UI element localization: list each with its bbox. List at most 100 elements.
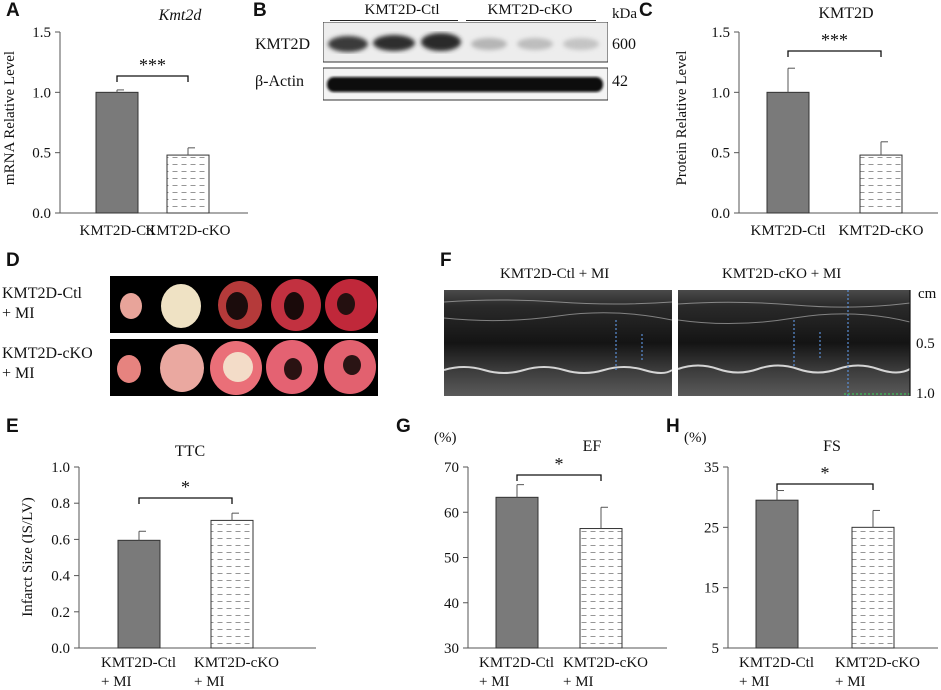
significance-bracket-a: [116, 75, 189, 82]
y-tick-label-c: 1.5: [711, 25, 730, 41]
panel-letter-f: F: [440, 250, 452, 271]
ttc-row-cko-line2: + MI: [2, 365, 35, 382]
y-axis-title-c: Protein Relative Level: [674, 51, 690, 186]
y-tick-label-e: 0.8: [51, 496, 70, 512]
echo-scale-0-5: 0.5: [916, 336, 935, 352]
chart-title-e: TTC: [175, 443, 205, 460]
y-axis-title-e: Infarct Size (IS/LV): [20, 497, 36, 616]
echo-label-ctl: KMT2D-Ctl + MI: [500, 266, 610, 282]
blot-group-ctl: KMT2D-Ctl: [364, 2, 440, 18]
bar-cko-h: [851, 526, 895, 649]
x-category-label-line2-e: + MI: [101, 674, 132, 690]
chart-a-mrna: 0.0 0.5 1.0 1.5 *** Kmt2d mRNA Relative Level K…: [2, 7, 248, 239]
y-tick-label-g: 50: [444, 551, 459, 567]
significance-stars-g: *: [555, 454, 564, 474]
chart-title-g: EF: [583, 438, 602, 455]
x-category-label-line2-h: + MI: [835, 674, 866, 690]
blot-row-label-kmt2d: KMT2D: [255, 36, 311, 53]
significance-stars-e: *: [181, 477, 190, 497]
significance-stars-c: ***: [821, 30, 848, 50]
chart-c-protein: 0.0 0.5 1.0 1.5 *** KMT2D Protein Relative Lev…: [674, 5, 938, 239]
x-category-label-line2-g: + MI: [479, 674, 510, 690]
x-category-label-h: KMT2D-cKO: [835, 655, 920, 671]
bar-cko-a: [166, 154, 210, 214]
ttc-row-ctl-line2: + MI: [2, 305, 35, 322]
y-tick-label-h: 35: [704, 460, 719, 476]
blot-kda-600: 600: [612, 36, 636, 53]
significance-bracket-g: [516, 474, 602, 481]
x-category-label-line2-e: + MI: [194, 674, 225, 690]
y-tick-label-g: 40: [444, 596, 459, 612]
bar-cko-c: [859, 154, 903, 214]
panel-letter-h: H: [666, 416, 680, 437]
bar-ctl-e: [117, 539, 161, 649]
y-axis-unit-g: (%): [434, 430, 457, 446]
chart-title-c: KMT2D: [818, 5, 873, 22]
western-blot-panel: KMT2D-Ctl KMT2D-cKO kDa KMT2D β-Actin 60…: [250, 0, 650, 110]
blot-row-label-actin: β-Actin: [255, 73, 305, 90]
panel-letter-e: E: [6, 416, 19, 437]
blot-kda-unit: kDa: [612, 6, 637, 22]
bar-cko-e: [210, 519, 254, 649]
panel-letter-g: G: [396, 416, 411, 437]
significance-stars-a: ***: [139, 55, 166, 75]
significance-bracket-h: [776, 483, 874, 490]
blot-group-cko: KMT2D-cKO: [487, 2, 573, 18]
x-category-label-a: KMT2D-Ctl: [80, 223, 155, 239]
y-tick-label-g: 70: [444, 460, 459, 476]
y-axis-unit-h: (%): [684, 430, 707, 446]
ttc-row-ctl-line1: KMT2D-Ctl: [2, 285, 82, 302]
x-category-label-c: KMT2D-Ctl: [751, 223, 826, 239]
y-tick-label-g: 30: [444, 641, 459, 657]
bar-ctl-g: [495, 496, 539, 649]
ttc-row-label-cko: KMT2D-cKO + MI: [2, 344, 93, 384]
chart-title-h: FS: [823, 438, 841, 455]
blot-kda-42: 42: [612, 73, 628, 90]
significance-bracket-c: [787, 50, 882, 57]
y-tick-label-e: 0.4: [51, 569, 70, 585]
y-tick-label-e: 1.0: [51, 460, 70, 476]
significance-stars-h: *: [821, 463, 830, 483]
echo-scale-unit: cm: [918, 286, 937, 302]
y-tick-label-a: 1.0: [32, 85, 51, 101]
x-category-label-g: KMT2D-Ctl: [479, 655, 554, 671]
panel-letter-c: C: [639, 0, 653, 21]
panel-letter-b: B: [253, 0, 267, 21]
ttc-heart-slices-image: [110, 276, 378, 396]
x-category-label-g: KMT2D-cKO: [563, 655, 648, 671]
chart-e-ttc: 0.0 0.2 0.4 0.6 0.8 1.0 * TTC Infarct Size (IS/L…: [20, 443, 316, 690]
panel-letter-a: A: [6, 0, 20, 21]
y-tick-label-g: 60: [444, 505, 459, 521]
y-tick-label-a: 0.5: [32, 146, 51, 162]
blot-group-cko-line: [466, 20, 596, 21]
y-tick-label-a: 0.0: [32, 206, 51, 222]
y-tick-label-c: 0.5: [711, 146, 730, 162]
chart-title-a: Kmt2d: [158, 7, 203, 24]
y-tick-label-c: 0.0: [711, 206, 730, 222]
bar-ctl-h: [755, 499, 799, 649]
bar-ctl-a: [95, 91, 139, 214]
bar-ctl-c: [766, 91, 810, 214]
x-category-label-a: KMT2D-cKO: [146, 223, 231, 239]
y-tick-label-c: 1.0: [711, 85, 730, 101]
ttc-row-cko-line1: KMT2D-cKO: [2, 345, 93, 362]
echo-label-cko: KMT2D-cKO + MI: [722, 266, 842, 282]
panel-letter-d: D: [6, 250, 20, 271]
x-category-label-c: KMT2D-cKO: [839, 223, 924, 239]
bar-cko-g: [579, 528, 623, 649]
echo-mmode-image: [444, 290, 911, 396]
y-tick-label-h: 5: [712, 641, 720, 657]
significance-bracket-e: [138, 497, 233, 504]
y-tick-label-a: 1.5: [32, 25, 51, 41]
y-axis-title-a: mRNA Relative Level: [2, 51, 18, 185]
y-tick-label-h: 25: [704, 520, 719, 536]
x-category-label-h: KMT2D-Ctl: [739, 655, 814, 671]
x-category-label-e: KMT2D-cKO: [194, 655, 279, 671]
chart-h-fs: 5 15 25 35 * FS (%) KMT2D-Ctl + MI KMT2D-cKO + MI: [684, 430, 938, 690]
ttc-row-label-ctl: KMT2D-Ctl + MI: [2, 284, 82, 324]
y-tick-label-e: 0.0: [51, 641, 70, 657]
y-tick-label-h: 15: [704, 581, 719, 597]
x-category-label-e: KMT2D-Ctl: [101, 655, 176, 671]
blot-group-ctl-line: [330, 20, 458, 21]
y-tick-label-e: 0.6: [51, 532, 70, 548]
